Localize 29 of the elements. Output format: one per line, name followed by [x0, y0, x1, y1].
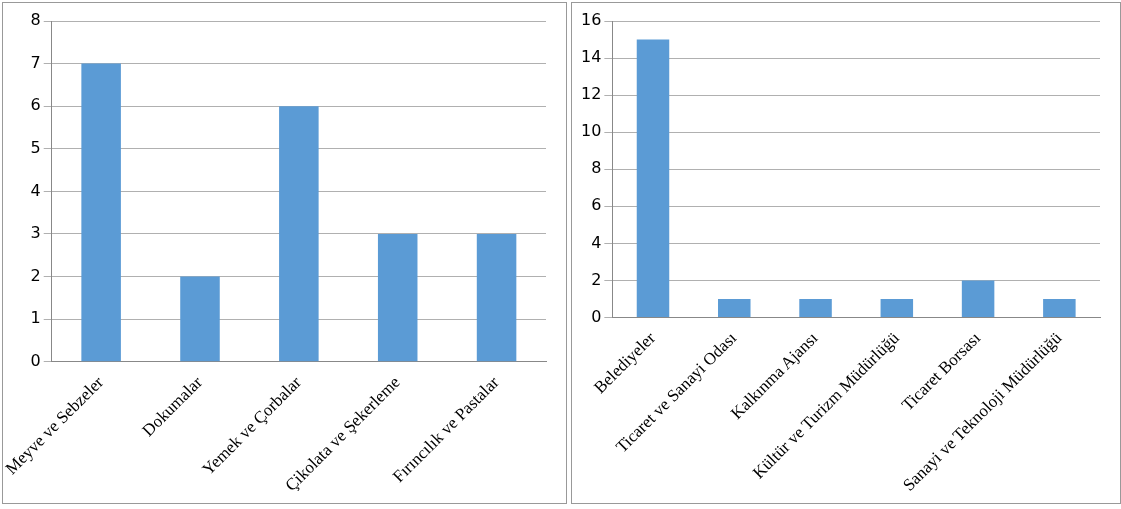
bar: [1043, 298, 1076, 317]
bar: [636, 39, 670, 317]
bar: [81, 63, 121, 362]
bar: [718, 298, 751, 317]
y-tick-label: 5: [30, 137, 41, 157]
y-tick-label: 4: [591, 232, 602, 252]
y-tick-label: 2: [591, 269, 602, 289]
bar: [961, 280, 995, 317]
y-tick-label: 1: [30, 308, 41, 328]
y-tick-label: 14: [581, 47, 602, 67]
y-tick-label: 0: [591, 306, 602, 326]
y-tick-label: 10: [581, 121, 602, 141]
bar: [880, 298, 914, 317]
y-tick-label: 7: [30, 52, 41, 72]
bar: [799, 298, 832, 317]
y-tick-label: 12: [581, 84, 602, 104]
y-tick-label: 8: [591, 158, 602, 178]
y-tick-label: 2: [30, 265, 41, 285]
y-tick-label: 16: [581, 10, 602, 30]
y-tick-label: 6: [591, 195, 602, 215]
y-tick-label: 3: [30, 223, 41, 243]
bar: [476, 233, 517, 362]
bar: [279, 106, 319, 362]
y-tick-label: 4: [30, 180, 41, 200]
y-tick-label: 6: [30, 95, 41, 115]
y-tick-label: 0: [30, 350, 41, 370]
y-tick-label: 8: [30, 10, 41, 30]
bar: [180, 276, 220, 362]
bar: [377, 233, 418, 362]
